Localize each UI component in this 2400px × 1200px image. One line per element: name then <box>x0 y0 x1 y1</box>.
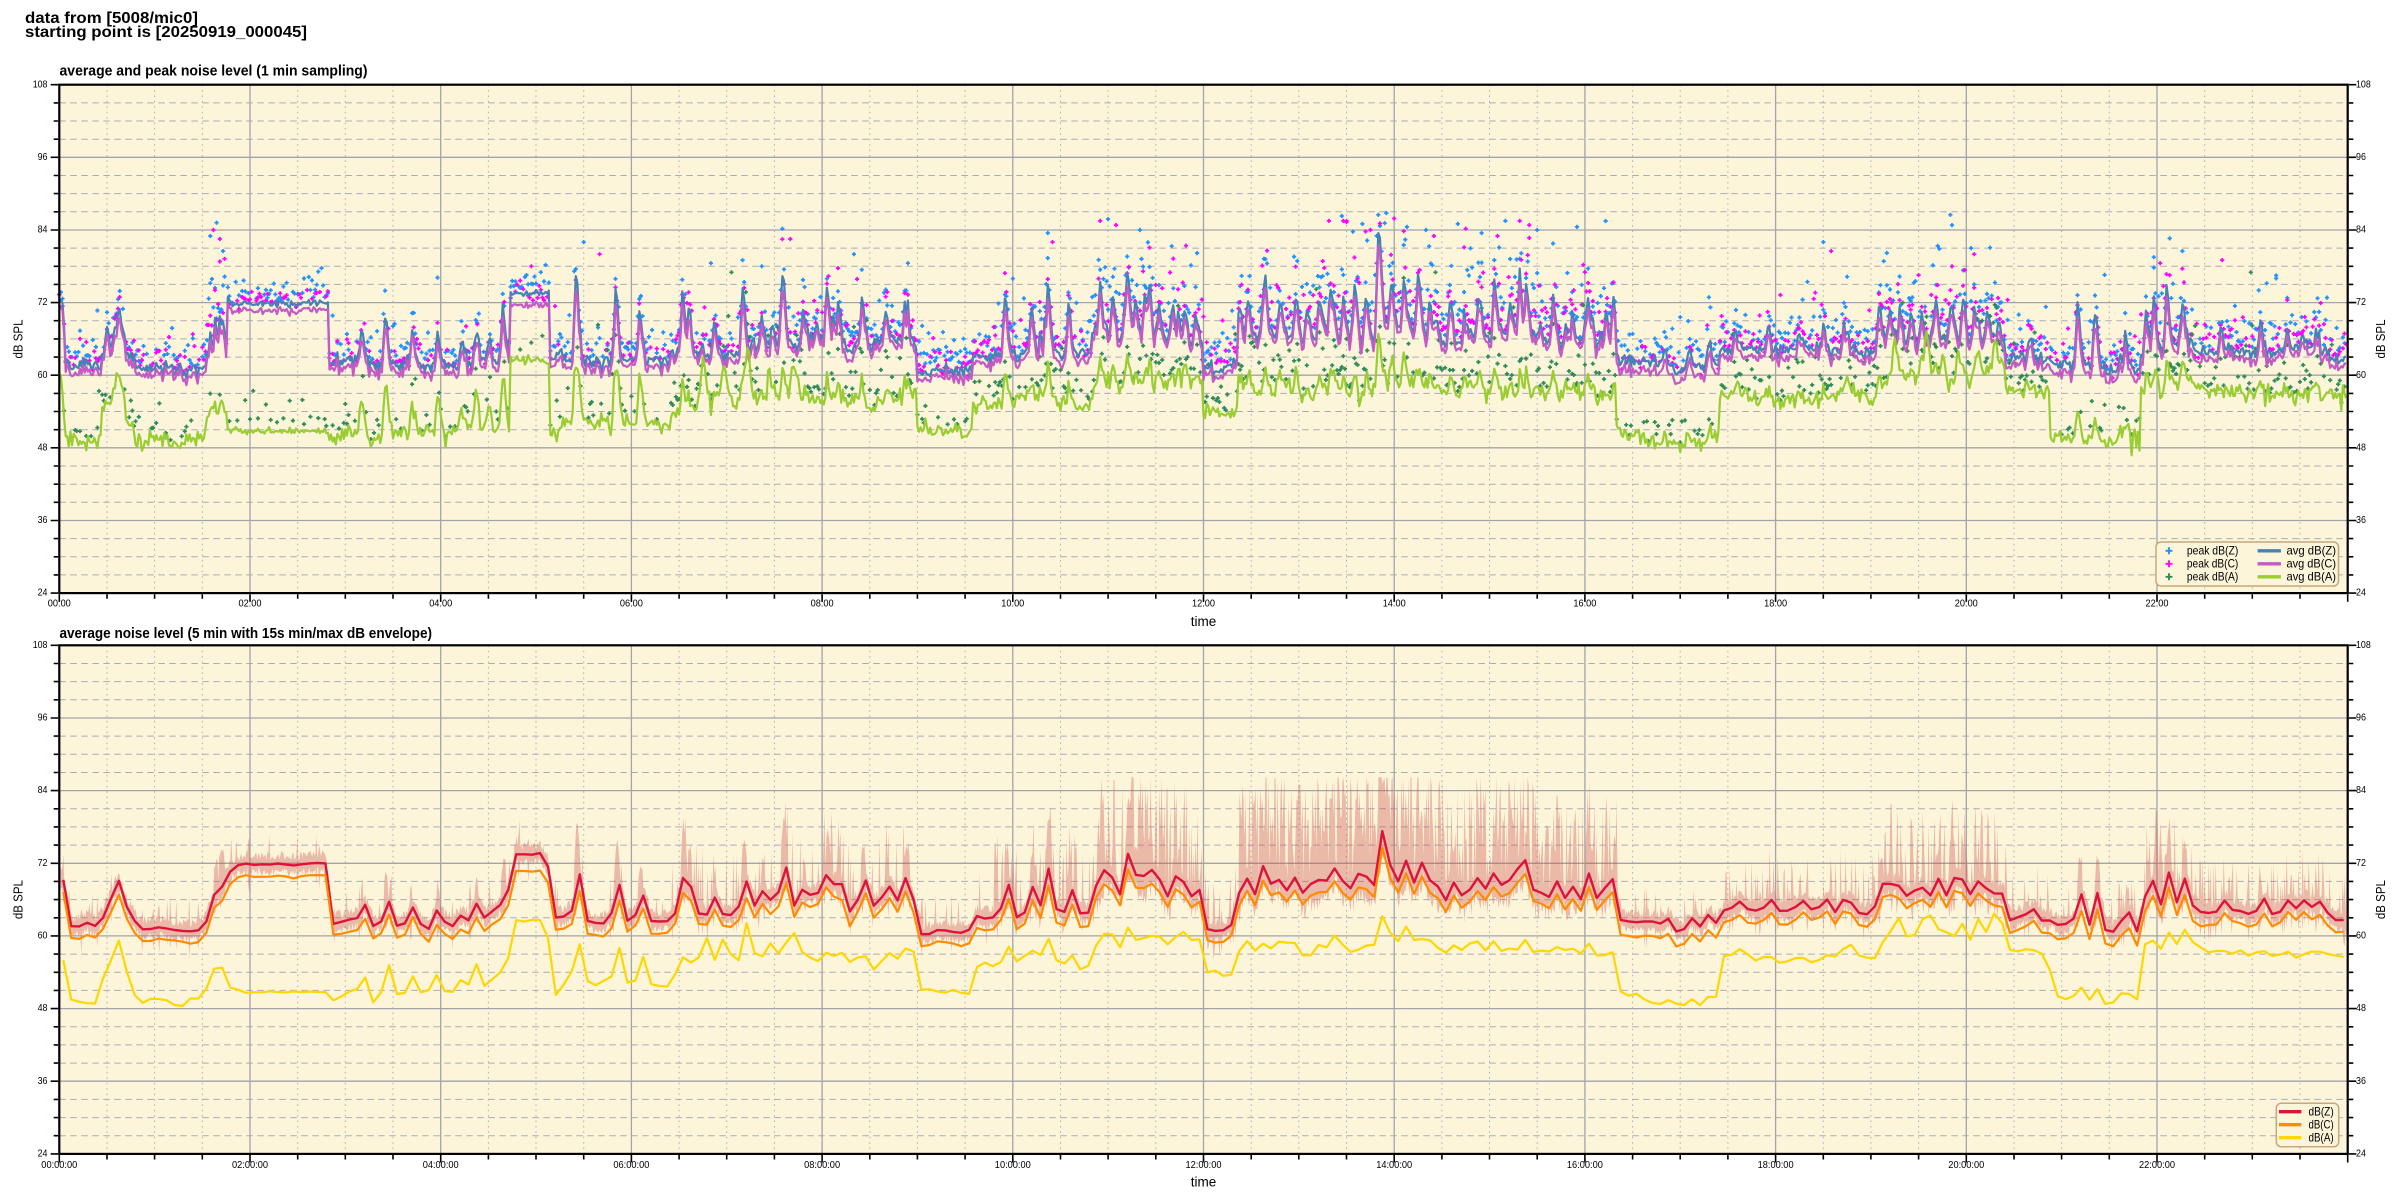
svg-text:24: 24 <box>38 1149 48 1160</box>
svg-text:72: 72 <box>2356 297 2366 308</box>
svg-text:00:00:00: 00:00:00 <box>41 1160 77 1171</box>
svg-text:dB SPL: dB SPL <box>11 880 26 919</box>
svg-text:36: 36 <box>2356 515 2366 526</box>
svg-text:avg dB(A): avg dB(A) <box>2287 570 2337 584</box>
svg-text:108: 108 <box>33 640 48 651</box>
svg-text:60: 60 <box>2356 370 2366 381</box>
svg-text:02:00:00: 02:00:00 <box>232 1160 268 1171</box>
svg-text:time: time <box>1191 614 1217 629</box>
svg-text:10:00: 10:00 <box>1001 599 1024 610</box>
svg-text:48: 48 <box>2356 1003 2366 1014</box>
svg-text:96: 96 <box>2356 713 2366 724</box>
svg-text:time: time <box>1191 1175 1217 1190</box>
svg-text:16:00:00: 16:00:00 <box>1567 1160 1603 1171</box>
svg-text:12:00:00: 12:00:00 <box>1186 1160 1222 1171</box>
svg-text:60: 60 <box>2356 931 2366 942</box>
svg-text:84: 84 <box>38 785 48 796</box>
svg-text:48: 48 <box>2356 442 2366 453</box>
svg-text:peak dB(A): peak dB(A) <box>2187 570 2238 584</box>
svg-text:60: 60 <box>38 370 48 381</box>
svg-text:16:00: 16:00 <box>1573 599 1596 610</box>
svg-text:dB SPL: dB SPL <box>2373 320 2388 359</box>
svg-text:24: 24 <box>38 588 48 599</box>
svg-text:average noise level (5 min wit: average noise level (5 min with 15s min/… <box>60 626 433 642</box>
svg-text:starting point is [20250919_00: starting point is [20250919_000045] <box>25 24 307 41</box>
svg-text:72: 72 <box>2356 858 2366 869</box>
svg-text:06:00: 06:00 <box>620 599 643 610</box>
svg-text:08:00:00: 08:00:00 <box>804 1160 840 1171</box>
svg-text:60: 60 <box>38 931 48 942</box>
svg-text:10:00:00: 10:00:00 <box>995 1160 1031 1171</box>
svg-text:dB SPL: dB SPL <box>2373 880 2388 919</box>
svg-text:48: 48 <box>38 1003 48 1014</box>
svg-text:20:00:00: 20:00:00 <box>1948 1160 1984 1171</box>
svg-text:14:00:00: 14:00:00 <box>1376 1160 1412 1171</box>
svg-text:avg dB(C): avg dB(C) <box>2287 557 2337 571</box>
svg-text:48: 48 <box>38 442 48 453</box>
svg-text:data from [5008/mic0]: data from [5008/mic0] <box>25 10 198 27</box>
svg-text:108: 108 <box>33 79 48 90</box>
svg-text:108: 108 <box>2356 640 2371 651</box>
svg-text:average and peak noise level (: average and peak noise level (1 min samp… <box>60 64 368 80</box>
svg-text:36: 36 <box>38 1076 48 1087</box>
svg-text:84: 84 <box>38 225 48 236</box>
svg-text:24: 24 <box>2356 588 2366 599</box>
svg-text:84: 84 <box>2356 785 2366 796</box>
svg-text:108: 108 <box>2356 79 2371 90</box>
svg-text:avg dB(Z): avg dB(Z) <box>2287 544 2337 558</box>
svg-text:18:00:00: 18:00:00 <box>1758 1160 1794 1171</box>
svg-text:24: 24 <box>2356 1149 2366 1160</box>
svg-text:02:00: 02:00 <box>239 599 262 610</box>
svg-text:20:00: 20:00 <box>1955 599 1978 610</box>
svg-text:18:00: 18:00 <box>1764 599 1787 610</box>
svg-text:36: 36 <box>2356 1076 2366 1087</box>
svg-text:96: 96 <box>38 713 48 724</box>
svg-text:12:00: 12:00 <box>1192 599 1215 610</box>
svg-text:84: 84 <box>2356 225 2366 236</box>
svg-text:peak dB(Z): peak dB(Z) <box>2187 544 2238 558</box>
svg-text:04:00:00: 04:00:00 <box>423 1160 459 1171</box>
svg-text:96: 96 <box>38 152 48 163</box>
svg-text:22:00: 22:00 <box>2146 599 2169 610</box>
svg-text:96: 96 <box>2356 152 2366 163</box>
svg-text:dB(Z): dB(Z) <box>2309 1105 2334 1119</box>
svg-text:00:00: 00:00 <box>48 599 71 610</box>
svg-text:dB(A): dB(A) <box>2309 1131 2334 1145</box>
svg-text:dB SPL: dB SPL <box>11 320 26 359</box>
svg-text:08:00: 08:00 <box>811 599 834 610</box>
svg-text:22:00:00: 22:00:00 <box>2139 1160 2175 1171</box>
svg-text:dB(C): dB(C) <box>2309 1118 2334 1132</box>
svg-text:14:00: 14:00 <box>1383 599 1406 610</box>
svg-text:36: 36 <box>38 515 48 526</box>
svg-text:06:00:00: 06:00:00 <box>613 1160 649 1171</box>
svg-text:04:00: 04:00 <box>429 599 452 610</box>
svg-text:72: 72 <box>38 297 48 308</box>
svg-text:peak dB(C): peak dB(C) <box>2187 557 2238 571</box>
svg-text:72: 72 <box>38 858 48 869</box>
